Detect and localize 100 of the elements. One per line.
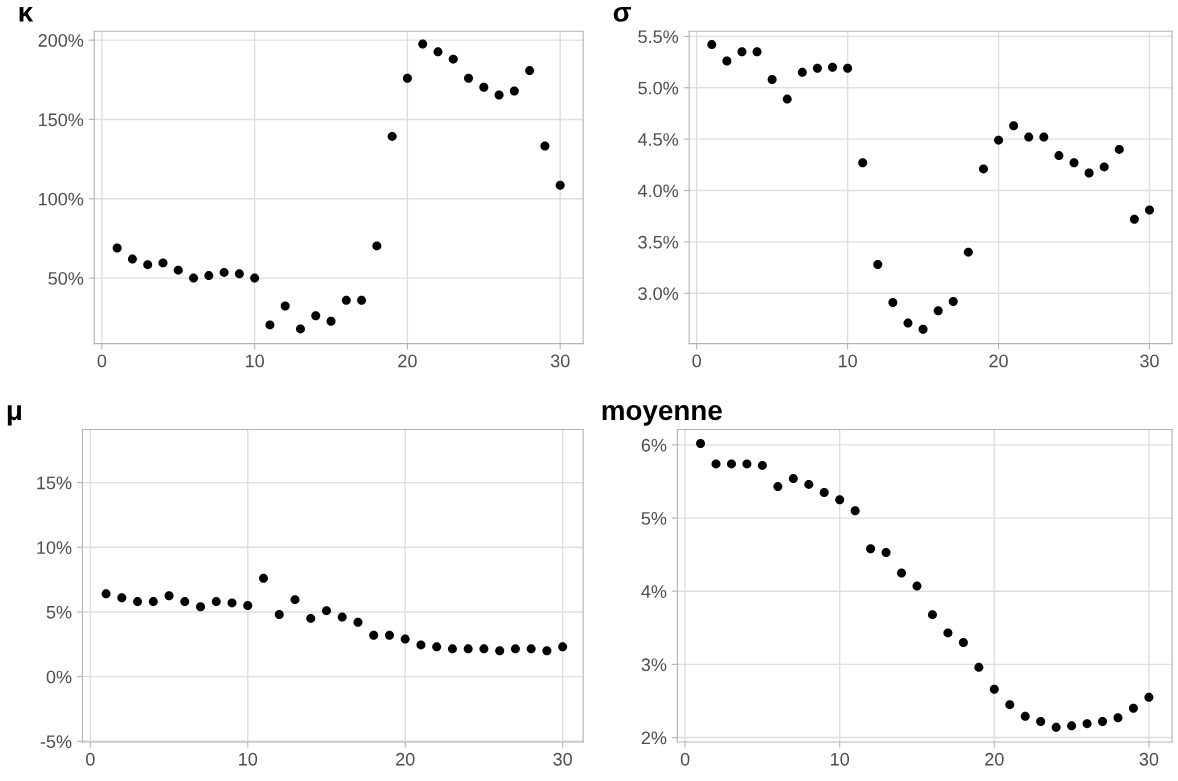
point: [463, 644, 473, 654]
y-tick-label: 4%: [641, 585, 667, 598]
point: [927, 610, 937, 620]
point: [797, 67, 807, 77]
y-tick-label: 3.0%: [638, 287, 679, 301]
point: [295, 324, 305, 334]
point: [742, 459, 752, 469]
point: [311, 311, 321, 321]
point: [280, 301, 290, 311]
point: [164, 591, 174, 601]
point: [918, 324, 928, 334]
point: [353, 617, 363, 627]
point: [804, 479, 814, 489]
point: [1005, 700, 1015, 710]
point: [250, 273, 260, 283]
x-tick-label: 0: [86, 752, 95, 766]
point: [542, 646, 552, 656]
point: [903, 318, 913, 328]
point: [1084, 168, 1094, 178]
x-tick-label: 10: [239, 752, 258, 766]
y-tick-label: 50%: [48, 272, 84, 285]
point: [433, 47, 443, 57]
point: [372, 241, 382, 251]
point: [843, 63, 853, 73]
point: [117, 593, 127, 603]
point: [767, 75, 777, 85]
point: [494, 90, 504, 100]
point: [525, 66, 535, 76]
x-tick-label: 0: [97, 354, 107, 368]
point: [384, 630, 394, 640]
point: [1128, 703, 1138, 713]
point: [219, 267, 229, 277]
point: [1129, 214, 1139, 224]
point: [974, 662, 984, 672]
point: [812, 63, 822, 73]
point: [1054, 151, 1064, 161]
x-tick-label: 0: [692, 354, 701, 368]
point: [737, 47, 747, 57]
point: [1114, 144, 1124, 154]
point: [1099, 162, 1109, 172]
point: [1098, 716, 1108, 726]
point: [243, 600, 253, 610]
point: [1067, 721, 1077, 731]
point: [189, 273, 199, 283]
point: [540, 141, 550, 151]
point: [369, 630, 379, 640]
point: [828, 62, 838, 72]
point: [432, 642, 442, 652]
point: [448, 54, 458, 64]
point: [757, 460, 767, 470]
point: [234, 269, 244, 279]
point: [912, 581, 922, 591]
x-tick-label: 30: [550, 354, 570, 368]
point: [897, 568, 907, 578]
point: [850, 506, 860, 516]
point: [1082, 719, 1092, 729]
point: [1020, 711, 1030, 721]
x-tick-label: 20: [398, 354, 417, 368]
y-tick-label: 4.0%: [637, 184, 679, 198]
point: [387, 131, 397, 141]
point: [958, 637, 968, 647]
point: [495, 646, 505, 656]
chart-title: κ: [19, 6, 34, 22]
point: [259, 573, 269, 583]
point: [1036, 716, 1046, 726]
point: [1039, 132, 1049, 142]
point: [963, 247, 973, 257]
point: [143, 260, 153, 270]
point: [204, 271, 214, 281]
x-tick-label: 30: [1140, 354, 1159, 368]
y-tick-label: -5%: [40, 735, 72, 749]
point: [290, 595, 300, 605]
point: [133, 597, 143, 607]
point: [326, 316, 336, 326]
chart-title: moyenne: [602, 404, 722, 426]
point: [978, 164, 988, 174]
point: [819, 487, 829, 497]
point: [1144, 692, 1154, 702]
point: [888, 298, 898, 308]
y-tick-label: 15%: [37, 476, 72, 490]
point: [722, 56, 732, 66]
point: [558, 642, 568, 652]
point: [418, 39, 428, 49]
point: [866, 544, 876, 554]
x-tick-label: 30: [1139, 752, 1159, 766]
y-tick-label: 150%: [39, 113, 84, 127]
y-tick-label: 200%: [38, 34, 84, 47]
point: [416, 640, 426, 650]
point: [211, 597, 221, 607]
point: [1144, 205, 1154, 215]
x-tick-label: 20: [989, 354, 1008, 368]
point: [447, 644, 457, 654]
point: [943, 628, 953, 638]
point: [101, 589, 111, 599]
point: [1051, 722, 1061, 732]
point: [773, 482, 783, 492]
point: [337, 612, 347, 622]
point: [510, 644, 520, 654]
y-tick-label: 3.5%: [638, 235, 679, 249]
chart-title: μ: [7, 405, 22, 426]
